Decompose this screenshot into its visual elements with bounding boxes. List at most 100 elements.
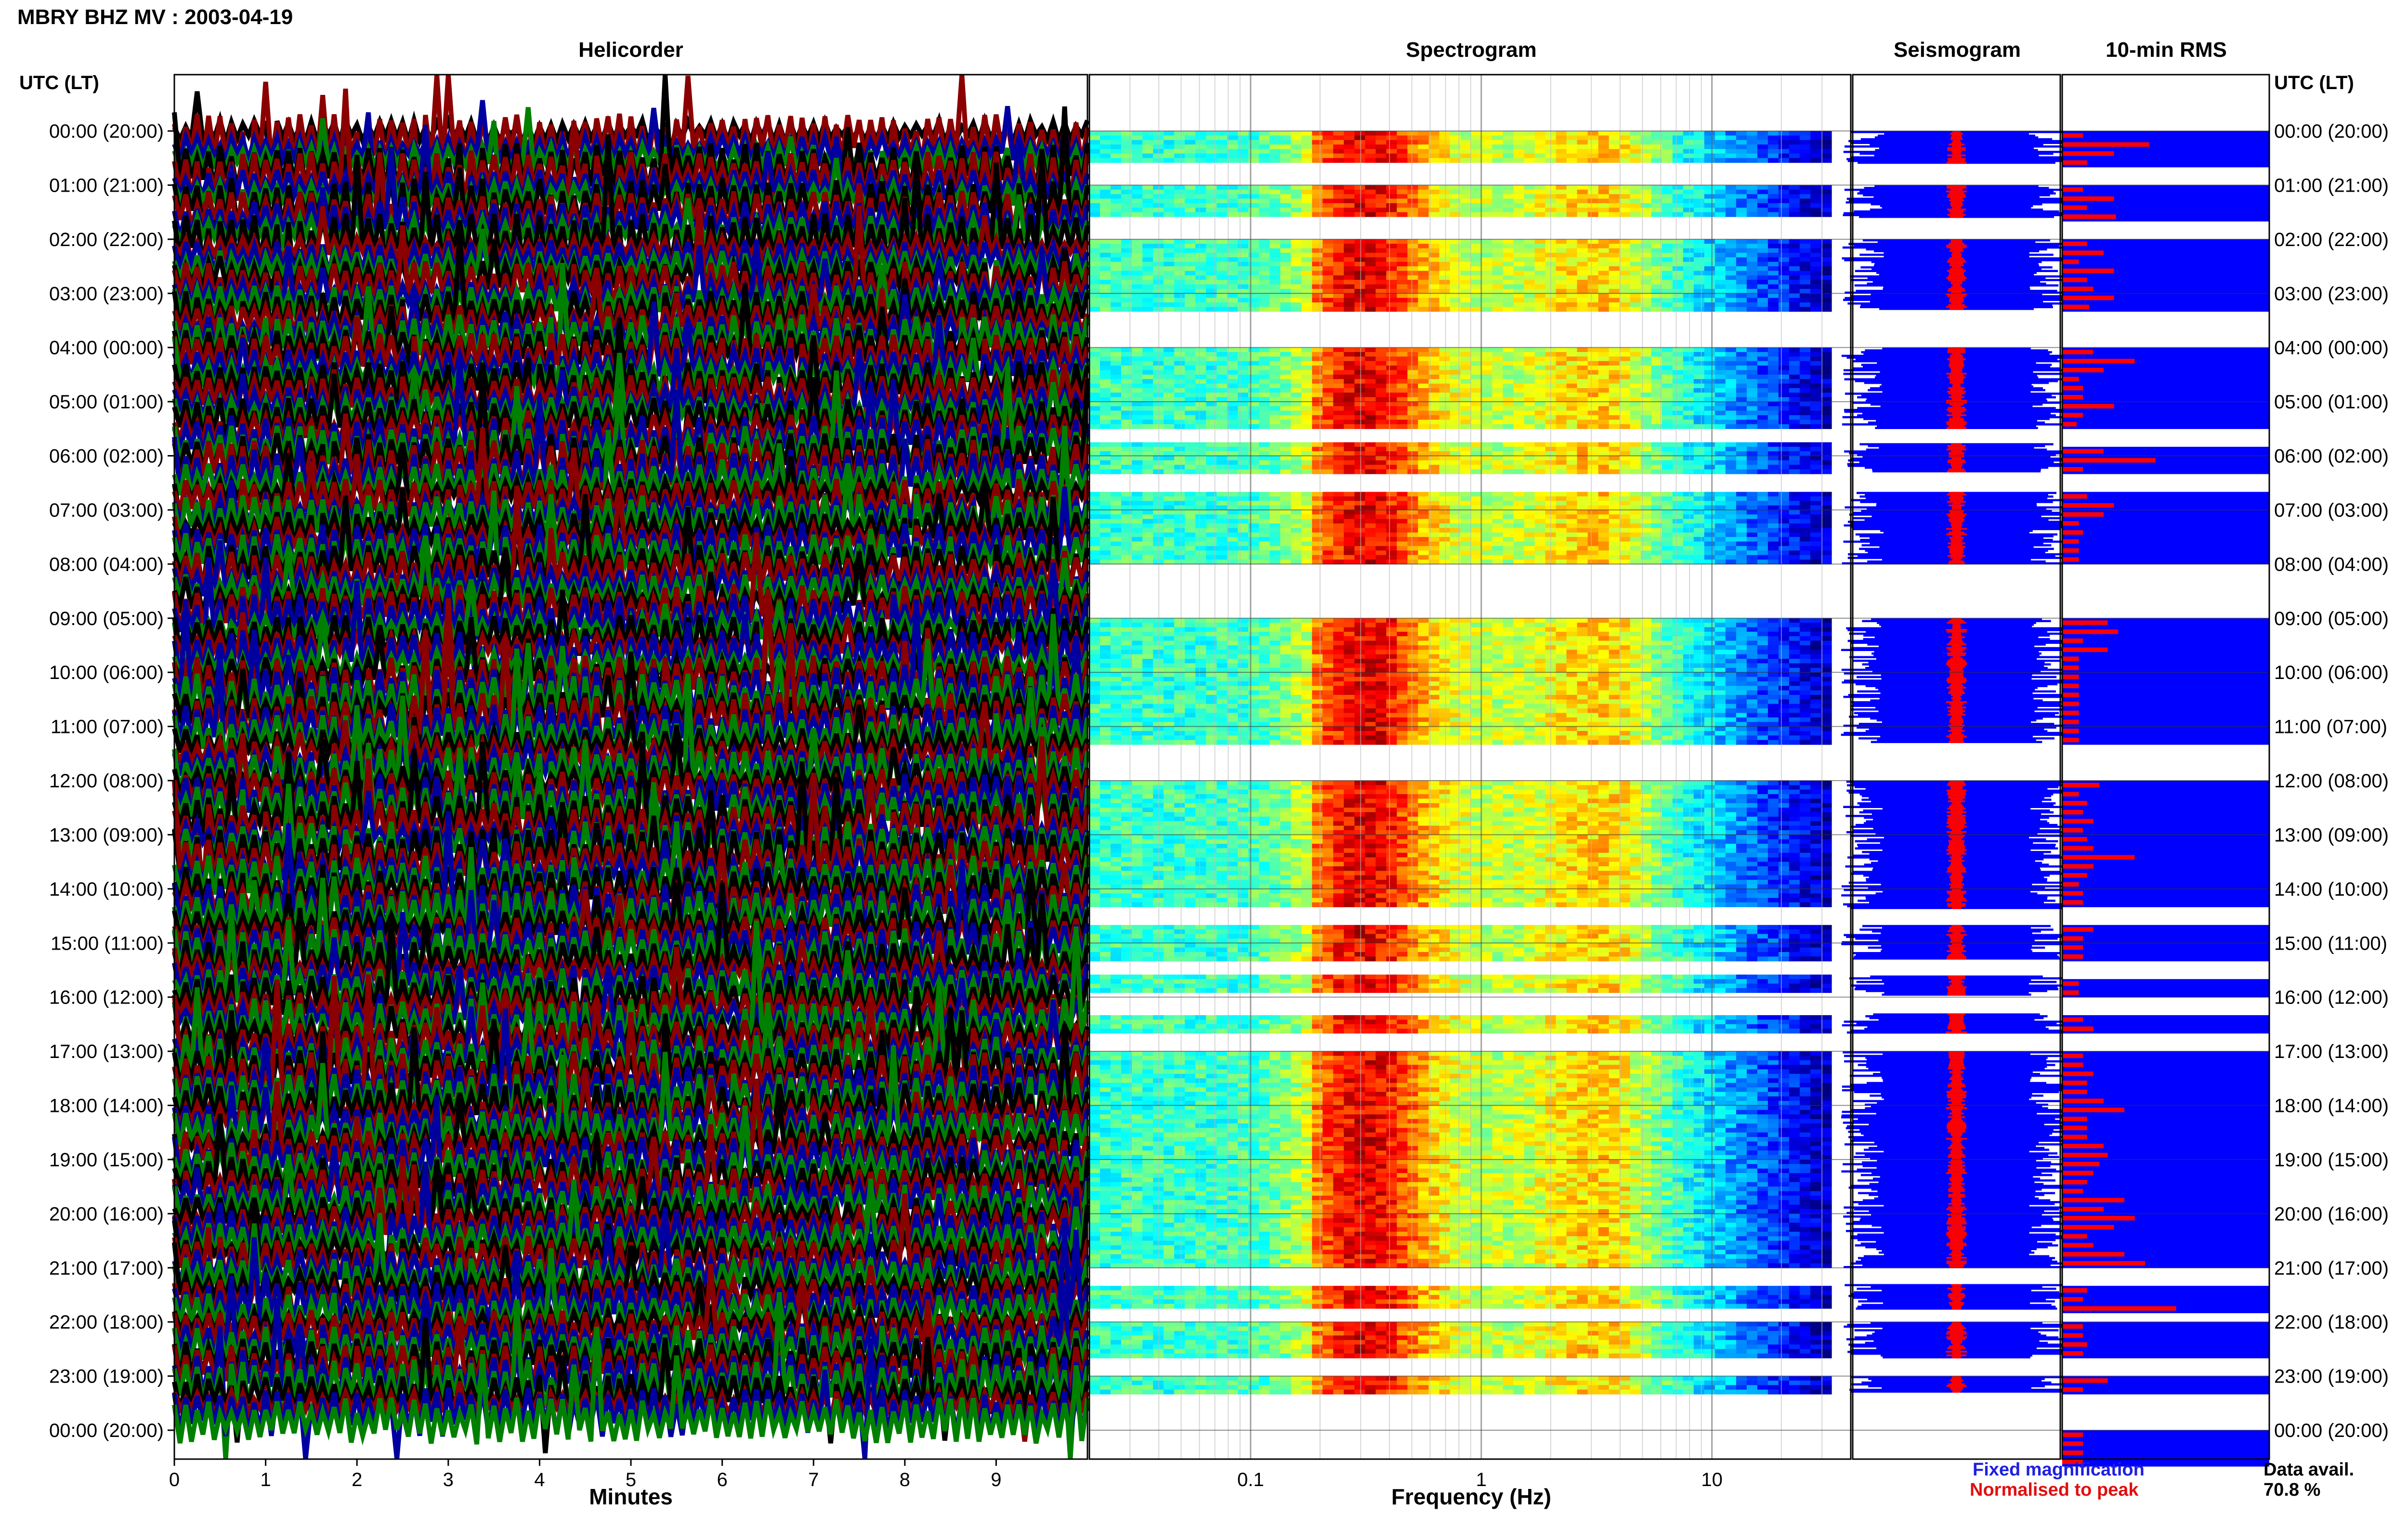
rms-normalised-bar — [2062, 557, 2079, 562]
rms-normalised-bar — [2062, 1252, 2124, 1257]
rms-fixed-bar — [2062, 465, 2269, 474]
rms-normalised-bar — [2062, 467, 2083, 472]
rms-normalised-bar — [2062, 268, 2114, 274]
helicorder-trace — [172, 491, 1090, 645]
right-time-tick: 02:00 (22:00) — [2274, 229, 2389, 250]
left-time-tick: 07:00 (03:00) — [49, 500, 164, 521]
rms-normalised-bar — [2062, 1135, 2087, 1139]
rms-normalised-bar — [2062, 702, 2079, 706]
rms-fixed-bar — [2062, 1177, 2269, 1187]
right-time-tick: 20:00 (16:00) — [2274, 1203, 2389, 1225]
rms-fixed-bar — [2062, 446, 2269, 457]
rms-normalised-bar — [2062, 666, 2079, 670]
rms-fixed-bar — [2062, 1024, 2269, 1034]
helicorder-trace — [172, 1202, 1090, 1297]
helicorder-trace — [172, 483, 1090, 590]
rms-fixed-bar — [2062, 1204, 2269, 1214]
rms-normalised-bar — [2062, 413, 2083, 418]
data-avail-label: Data avail. — [2264, 1460, 2354, 1480]
rms-fixed-bar — [2062, 546, 2269, 556]
rms-normalised-bar — [2062, 503, 2114, 508]
rms-fixed-bar — [2062, 1322, 2269, 1331]
left-time-tick: 23:00 (19:00) — [49, 1366, 164, 1387]
rms-fixed-bar — [2062, 672, 2269, 682]
rms-normalised-bar — [2062, 295, 2114, 300]
helicorder-trace — [172, 301, 1090, 420]
right-time-tick: 14:00 (10:00) — [2274, 879, 2389, 900]
legend-fixed-magnification: Fixed magnification — [1973, 1460, 2145, 1480]
rms-fixed-bar — [2062, 374, 2269, 384]
rms-panel — [2062, 75, 2269, 1467]
rms-fixed-bar — [2062, 861, 2269, 871]
rms-fixed-bar — [2062, 284, 2269, 294]
rms-fixed-bar — [2062, 383, 2269, 393]
rms-fixed-bar — [2062, 257, 2269, 267]
rms-normalised-bar — [2062, 521, 2079, 526]
left-time-tick: 18:00 (14:00) — [49, 1096, 164, 1117]
rms-fixed-bar — [2062, 708, 2269, 718]
rms-normalised-bar — [2062, 530, 2083, 535]
minutes-tick: 5 — [626, 1469, 636, 1490]
rms-fixed-bar — [2062, 158, 2269, 168]
left-time-tick: 19:00 (15:00) — [49, 1149, 164, 1171]
rms-fixed-bar — [2062, 880, 2269, 889]
rms-fixed-bar — [2062, 645, 2269, 655]
rms-normalised-bar — [2062, 1351, 2083, 1356]
rms-normalised-bar — [2062, 846, 2094, 851]
left-time-tick: 00:00 (20:00) — [49, 1420, 164, 1441]
rms-fixed-bar — [2062, 365, 2269, 375]
rms-normalised-bar — [2062, 792, 2079, 796]
rms-normalised-bar — [2062, 1098, 2104, 1103]
minutes-tick: 6 — [717, 1469, 727, 1490]
helicorder-trace — [172, 1242, 1090, 1323]
helicorder-trace — [172, 147, 1090, 301]
rms-normalised-bar — [2062, 656, 2079, 661]
right-time-tick: 03:00 (23:00) — [2274, 283, 2389, 304]
right-time-tick: 00:00 (20:00) — [2274, 121, 2389, 142]
rms-normalised-bar — [2062, 729, 2079, 733]
rms-fixed-bar — [2062, 934, 2269, 943]
rms-normalised-bar — [2062, 1261, 2145, 1266]
rms-fixed-bar — [2062, 275, 2269, 285]
rms-normalised-bar — [2062, 936, 2083, 941]
rms-normalised-bar — [2062, 1288, 2087, 1293]
rms-fixed-bar — [2062, 1060, 2269, 1070]
rms-fixed-bar — [2062, 492, 2269, 501]
helicorder-trace — [172, 705, 1090, 806]
rms-normalised-bar — [2062, 386, 2083, 391]
left-time-tick: 21:00 (17:00) — [49, 1258, 164, 1279]
rms-fixed-bar — [2062, 1087, 2269, 1097]
rms-normalised-bar — [2062, 250, 2104, 255]
rms-fixed-bar — [2062, 979, 2269, 989]
rms-fixed-bar — [2062, 239, 2269, 249]
rms-fixed-bar — [2062, 898, 2269, 907]
rms-normalised-bar — [2062, 1017, 2083, 1022]
panel-frames — [173, 74, 2270, 1460]
minutes-tick: 9 — [991, 1469, 1001, 1490]
rms-normalised-bar — [2062, 1297, 2083, 1302]
helicorder-trace — [172, 917, 1090, 1087]
rms-fixed-bar — [2062, 1349, 2269, 1358]
left-time-tick: 01:00 (21:00) — [49, 175, 164, 196]
rms-normalised-bar — [2062, 783, 2100, 788]
rms-normalised-bar — [2062, 214, 2116, 219]
left-time-tick: 20:00 (16:00) — [49, 1203, 164, 1225]
helicorder-trace — [172, 125, 1090, 236]
left-time-tick: 11:00 (07:00) — [51, 717, 164, 738]
left-time-tick: 02:00 (22:00) — [49, 229, 164, 250]
helicorder-trace — [172, 1045, 1090, 1218]
left-time-tick: 15:00 (11:00) — [51, 933, 164, 954]
rms-fixed-bar — [2062, 131, 2269, 141]
left-time-tick: 03:00 (23:00) — [49, 283, 164, 304]
seismogram-panel — [1841, 75, 2072, 1459]
minutes-tick: 2 — [352, 1469, 362, 1490]
rms-fixed-bar — [2062, 1187, 2269, 1196]
frequency-tick: 0.1 — [1237, 1469, 1264, 1490]
rms-normalised-bar — [2062, 512, 2104, 517]
right-time-tick: 06:00 (02:00) — [2274, 446, 2389, 467]
left-time-tick: 14:00 (10:00) — [49, 879, 164, 900]
frequency-tick: 1 — [1476, 1469, 1487, 1490]
rms-normalised-bar — [2062, 683, 2079, 688]
helicorder-trace — [172, 1327, 1090, 1446]
